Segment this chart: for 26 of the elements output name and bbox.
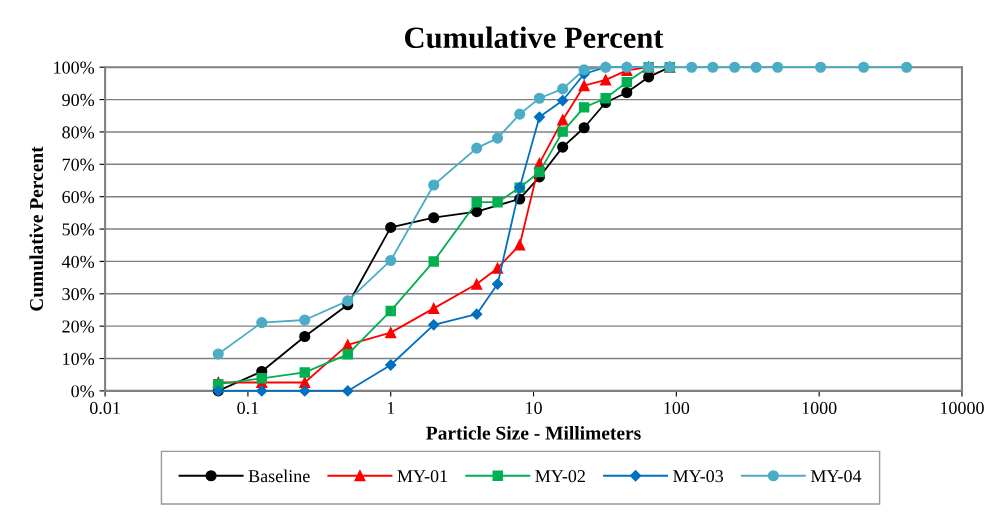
legend-label: MY-03	[673, 470, 724, 483]
y-tick-label: 10%	[63, 352, 95, 366]
legend-label: MY-01	[397, 470, 448, 483]
y-tick-label: 40%	[61, 255, 95, 268]
x-tick-label: 1000	[802, 401, 837, 415]
x-tick-label: 0.01	[89, 401, 120, 415]
y-tick-label: 30%	[62, 288, 95, 301]
x-tick-label: 1	[387, 401, 395, 414]
y-tick-label: 0%	[71, 385, 95, 398]
y-tick-label: 100%	[54, 61, 95, 74]
legend-label: MY-04	[810, 470, 862, 483]
y-tick-label: 20%	[62, 320, 95, 333]
x-axis-title: Particle Size - Millimeters	[426, 426, 641, 440]
x-tick-label: 10	[526, 401, 542, 415]
y-tick-label: 90%	[62, 93, 95, 107]
legend-label: MY-02	[535, 470, 585, 483]
y-axis-title: Cumulative Percent	[29, 146, 44, 311]
chart-title: Cumulative Percent	[405, 26, 664, 49]
x-tick-label: 10000	[940, 401, 984, 415]
y-tick-label: 70%	[62, 158, 95, 171]
y-tick-label: 50%	[62, 223, 95, 236]
y-tick-label: 80%	[62, 126, 95, 139]
x-tick-label: 0.1	[237, 401, 259, 415]
legend-label: Baseline	[248, 469, 310, 483]
x-tick-label: 100	[664, 401, 690, 415]
y-tick-label: 60%	[62, 190, 95, 204]
